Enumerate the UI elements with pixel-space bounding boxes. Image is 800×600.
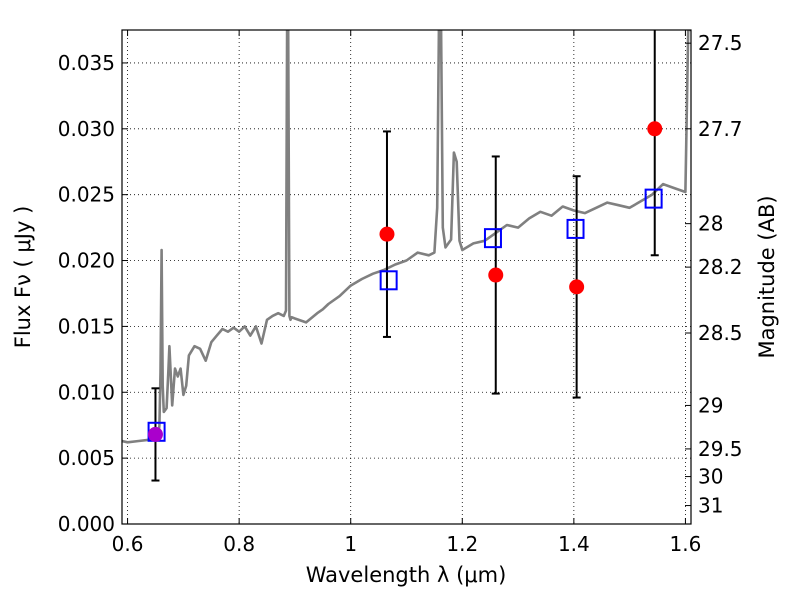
plot-frame <box>121 29 692 525</box>
x-tick-label: 1.6 <box>670 532 702 556</box>
x-tick-label: 1.4 <box>558 532 590 556</box>
y-tick-label: 0.015 <box>58 314 115 338</box>
y2-tick-label: 31 <box>698 494 723 518</box>
y-tick-label: 0.010 <box>58 380 115 404</box>
tick-labels: 0.6 0.8 1 1.2 1.4 1.6 0.000 0.005 0.010 0.015 0.02… <box>58 31 743 556</box>
plot-area <box>122 30 691 524</box>
y-tick-label: 0.025 <box>58 183 115 207</box>
marker-layer <box>147 121 663 442</box>
y-tick-label: 0.020 <box>58 249 115 273</box>
spectrum-layer <box>122 30 691 444</box>
y-tick-label: 0.000 <box>58 512 115 536</box>
y2-axis-title: Magnitude (AB) <box>755 195 779 358</box>
axis-ticks <box>122 30 691 525</box>
model-square-marker <box>483 228 502 249</box>
y2-tick-label: 27.7 <box>698 117 743 141</box>
x-axis-title: Wavelength λ (μm) <box>306 563 507 587</box>
y2-tick-label: 29 <box>698 393 723 417</box>
y2-tick-label: 30 <box>698 465 723 489</box>
observed-point <box>488 267 504 283</box>
y-tick-label: 0.005 <box>58 446 115 470</box>
observed-point <box>647 121 663 137</box>
template-spectrum-line <box>122 30 691 444</box>
x-tick-label: 1.2 <box>446 532 478 556</box>
model-square-marker <box>379 270 398 291</box>
y2-tick-label: 27.5 <box>698 31 743 55</box>
x-tick-label: 0.6 <box>112 532 144 556</box>
y-tick-label: 0.035 <box>58 51 115 75</box>
x-tick-label: 0.8 <box>223 532 255 556</box>
model-square-marker <box>644 188 663 209</box>
y2-tick-label: 28.5 <box>698 321 743 345</box>
observed-point <box>569 279 585 295</box>
y2-tick-label: 28 <box>698 212 723 236</box>
y-axis-title: Flux Fν ( μJy ) <box>11 206 35 349</box>
y2-tick-label: 28.2 <box>698 255 743 279</box>
observed-point <box>379 226 395 242</box>
observed-point <box>147 426 163 442</box>
model-square-marker <box>566 218 585 239</box>
x-tick-label: 1 <box>344 532 357 556</box>
y2-tick-label: 29.5 <box>698 437 743 461</box>
y-tick-label: 0.030 <box>58 117 115 141</box>
